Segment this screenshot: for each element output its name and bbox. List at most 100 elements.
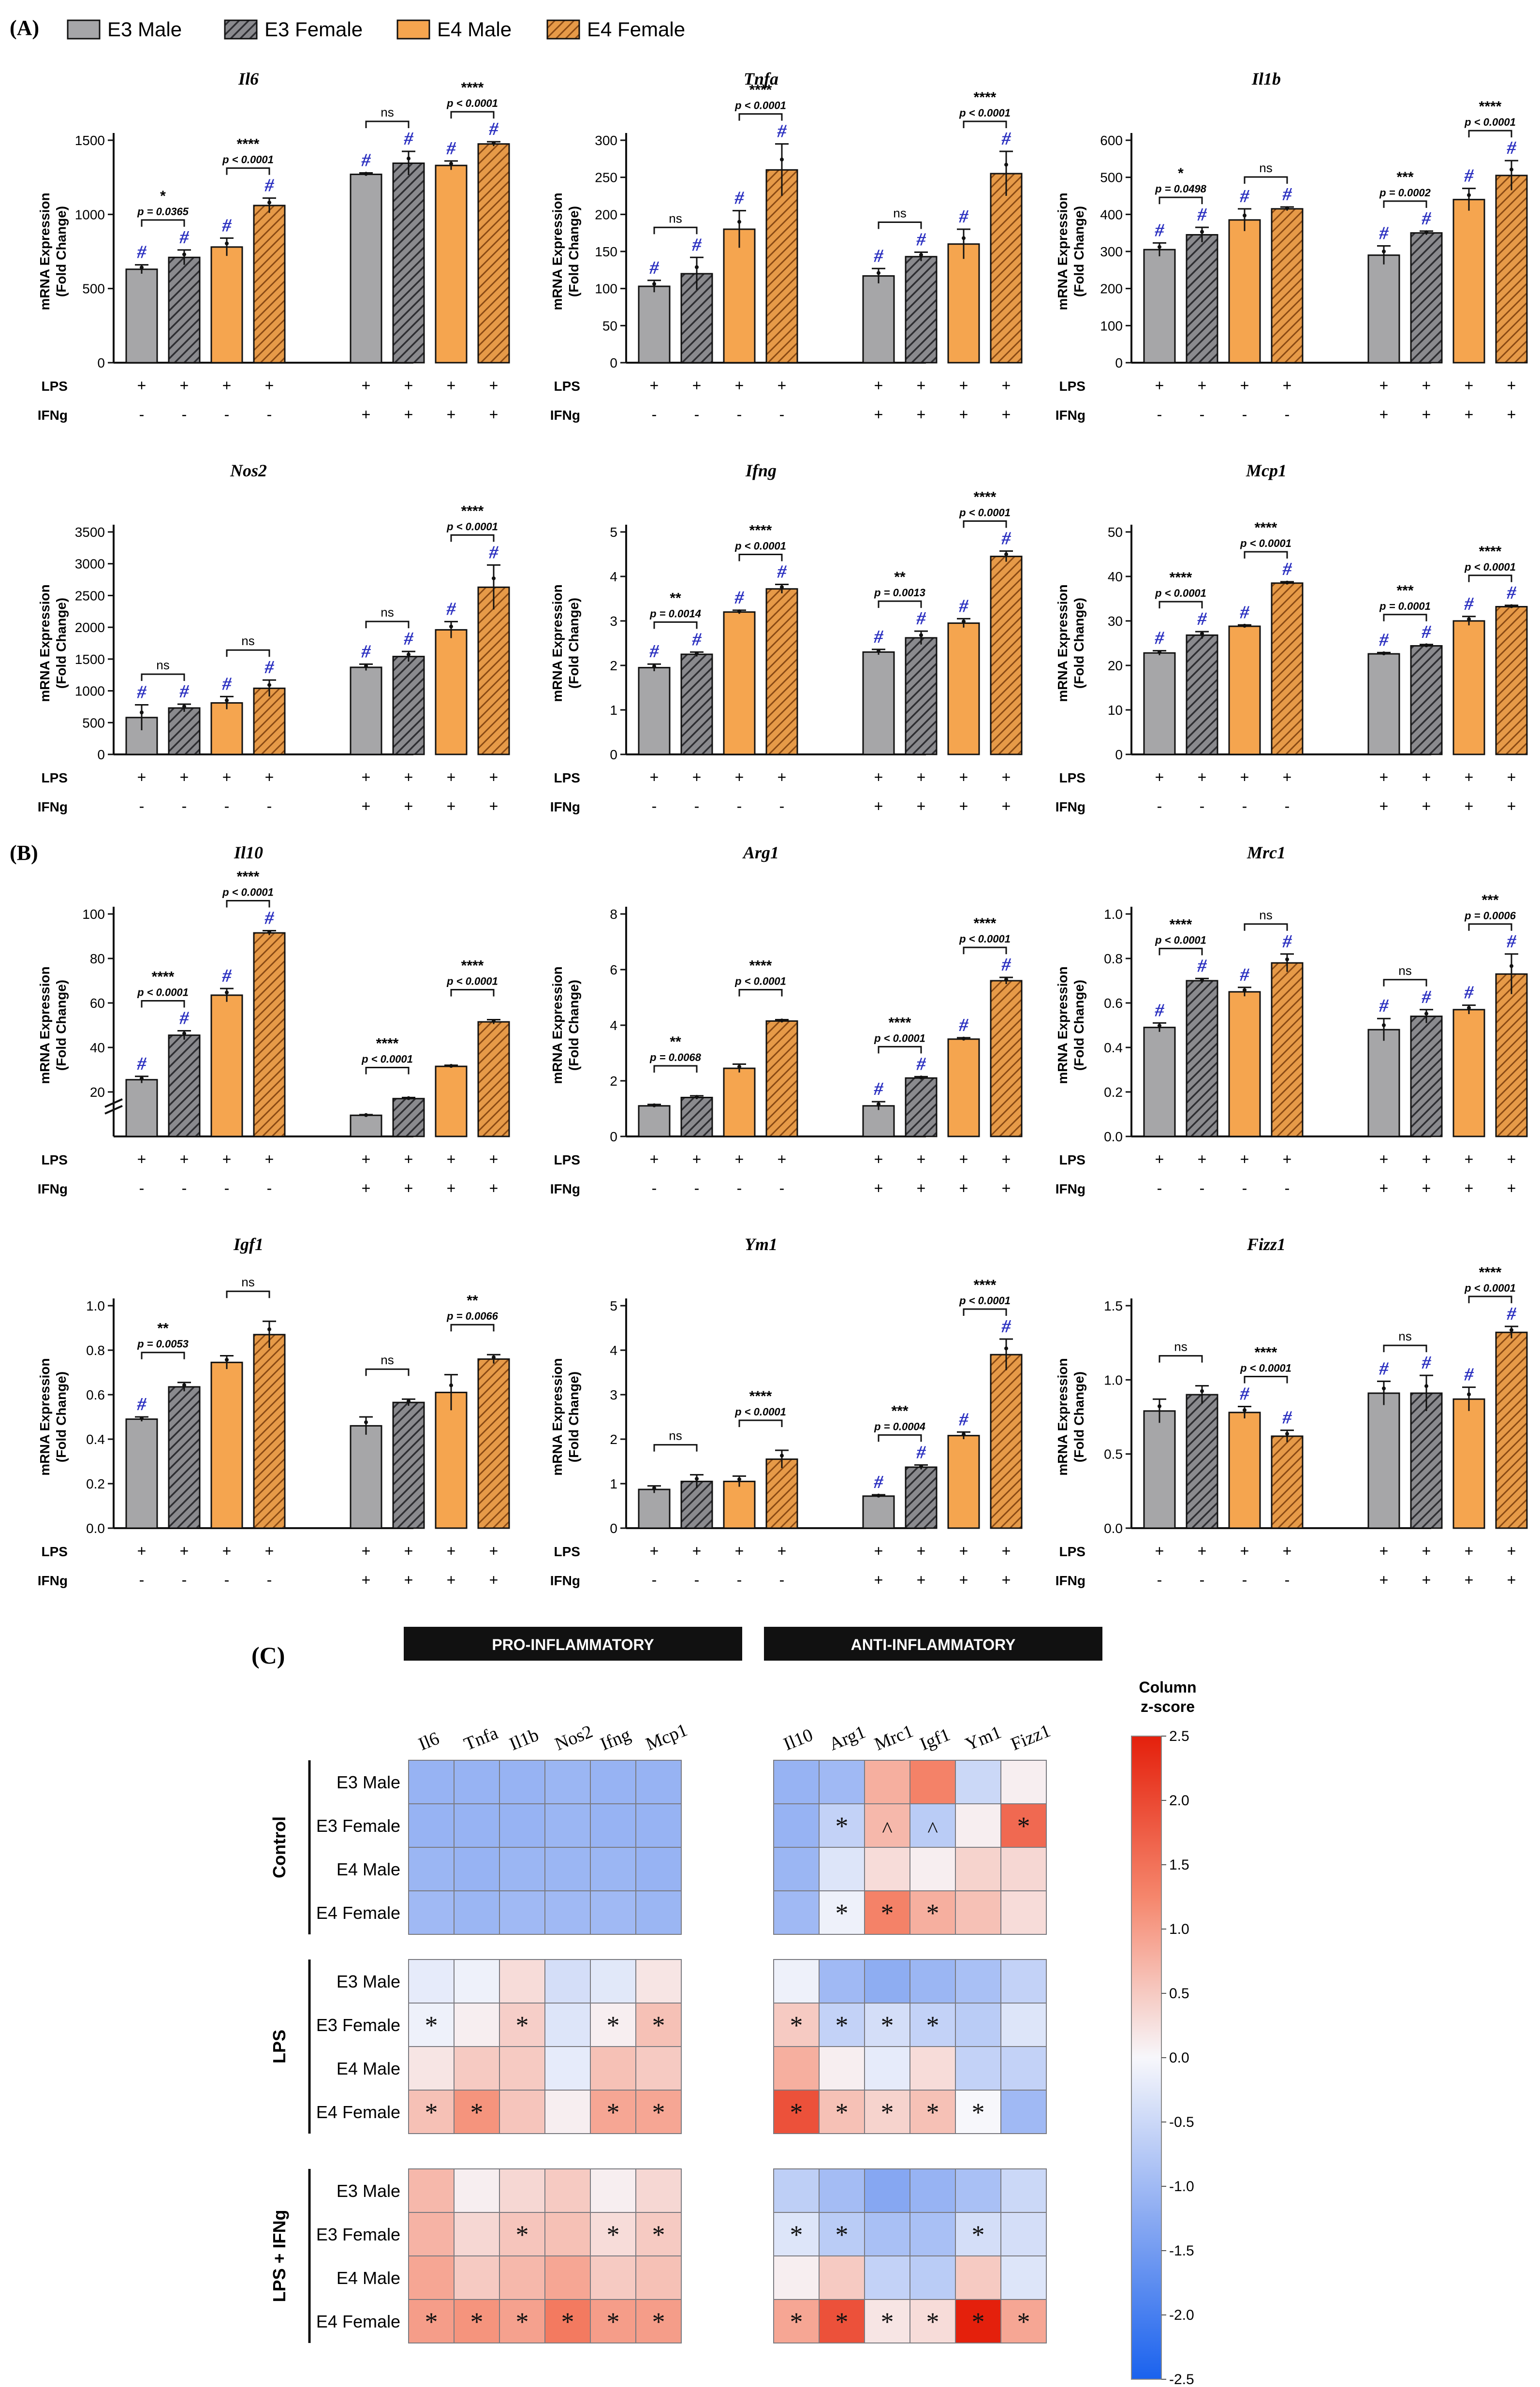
asterisk-mark: * xyxy=(607,2098,620,2127)
lps-sign: + xyxy=(489,377,499,394)
heatmap-cell xyxy=(590,1959,636,2004)
asterisk-mark: * xyxy=(1017,1812,1030,1841)
data-point xyxy=(1285,580,1289,585)
y-tick-label: 400 xyxy=(1100,207,1123,222)
y-axis-label: mRNA Expression (Fold Change) xyxy=(1055,192,1086,310)
y-tick-label: 1500 xyxy=(75,652,105,667)
y-tick-label: 6 xyxy=(610,962,617,977)
hash-mark: # xyxy=(137,1054,147,1074)
hash-mark: # xyxy=(777,562,787,582)
bar-e4-male xyxy=(1228,625,1261,755)
p-value-label: p = 0.0365 xyxy=(137,206,189,218)
hash-mark: # xyxy=(1240,602,1250,622)
legend-swatch-e3-female xyxy=(224,19,258,40)
heatmap-cell xyxy=(499,2090,545,2134)
p-value-label: p < 0.0001 xyxy=(1240,537,1291,549)
lps-sign: + xyxy=(1422,1542,1431,1560)
y-tick-label: 0.0 xyxy=(86,1521,105,1536)
significance-bracket xyxy=(1244,1376,1288,1384)
lps-sign: + xyxy=(180,768,189,786)
lps-sign: + xyxy=(1507,1150,1516,1168)
data-point xyxy=(140,1076,144,1080)
heatmap-cell xyxy=(635,2090,682,2134)
bar-e3-female xyxy=(1410,1392,1443,1529)
heatmap-cell xyxy=(454,2003,500,2047)
bar-e4-female xyxy=(253,932,286,1137)
ifng-sign: + xyxy=(404,1571,413,1589)
bar-e3-female xyxy=(392,656,425,755)
heatmap-column-label: Mcp1 xyxy=(643,1720,690,1754)
data-point xyxy=(182,1031,186,1036)
y-tick-label: 3 xyxy=(610,614,617,629)
asterisk-mark: * xyxy=(607,2011,620,2040)
heatmap-cell xyxy=(635,2046,682,2091)
y-tick-label: 0.2 xyxy=(86,1476,105,1491)
ifng-sign: - xyxy=(267,1571,272,1589)
lps-sign: + xyxy=(222,1150,232,1168)
data-point xyxy=(962,619,966,623)
heatmap-row-label: E3 Male xyxy=(337,1972,400,1991)
data-point xyxy=(1285,206,1289,210)
significance-bracket xyxy=(226,1290,270,1298)
y-axis-label-line2: (Fold Change) xyxy=(566,598,581,689)
heatmap-cell xyxy=(544,2255,591,2300)
chart-title: Arg1 xyxy=(742,843,779,862)
hash-mark: # xyxy=(1464,166,1474,186)
lps-sign: + xyxy=(1240,377,1249,394)
heatmap-cell xyxy=(499,2046,545,2091)
ifng-sign: + xyxy=(489,1179,499,1197)
heatmap-group-label: LPS + IFNg xyxy=(269,2210,289,2302)
asterisk-mark: * xyxy=(926,2098,939,2127)
heatmap-cell xyxy=(909,1890,956,1935)
ifng-sign: - xyxy=(182,406,187,423)
bar-e3-male xyxy=(125,1418,158,1529)
asterisk-mark: * xyxy=(607,2220,620,2249)
heatmap-cell xyxy=(864,1847,910,1891)
hash-mark: # xyxy=(264,657,275,678)
significance-stars: ns xyxy=(241,1275,254,1289)
significance-stars: *** xyxy=(891,1403,908,1419)
heatmap-cell xyxy=(773,2255,820,2300)
significance-bracket xyxy=(365,1067,410,1075)
heatmap-cell xyxy=(955,2046,1001,2091)
bar-e3-male xyxy=(1367,1392,1400,1529)
ifng-sign: + xyxy=(1002,1179,1011,1197)
significance-bracket xyxy=(1468,923,1512,931)
lps-sign: + xyxy=(735,1542,744,1560)
hash-mark: # xyxy=(692,629,702,649)
y-tick-label: 1000 xyxy=(75,207,105,222)
ifng-sign: + xyxy=(362,797,371,815)
y-tick-label: 0.6 xyxy=(1104,996,1123,1011)
data-point xyxy=(737,1477,741,1481)
lps-sign: + xyxy=(1422,1150,1431,1168)
bar-e3-female xyxy=(905,1466,938,1529)
heatmap-cell xyxy=(864,2168,910,2213)
data-point xyxy=(695,265,699,269)
lps-sign: + xyxy=(222,768,232,786)
bar-e3-female xyxy=(680,1097,713,1137)
ifng-sign: - xyxy=(1157,797,1162,815)
data-point xyxy=(1004,162,1008,167)
y-axis-label: mRNA Expression (Fold Change) xyxy=(550,584,581,702)
data-point xyxy=(877,1493,880,1498)
colorbar-tick-label: -0.5 xyxy=(1169,2114,1194,2130)
y-axis-label: mRNA Expression (Fold Change) xyxy=(550,966,581,1084)
bar-e3-female xyxy=(168,1386,201,1529)
lps-sign: + xyxy=(1240,1150,1249,1168)
hash-mark: # xyxy=(1282,184,1292,205)
asterisk-mark: * xyxy=(652,2098,665,2127)
significance-stars: **** xyxy=(1479,99,1502,115)
heatmap-cell xyxy=(955,1959,1001,2004)
heatmap-group-label: LPS xyxy=(269,2030,289,2063)
significance-stars: **** xyxy=(461,80,484,96)
heatmap-cell xyxy=(544,2212,591,2256)
significance-bracket xyxy=(1468,1296,1512,1303)
data-point xyxy=(1510,964,1513,968)
significance-bracket xyxy=(738,1419,783,1427)
lps-sign: + xyxy=(959,768,968,786)
significance-bracket xyxy=(365,120,410,128)
colorbar-tick-label: -2.0 xyxy=(1169,2307,1194,2323)
lps-sign: + xyxy=(489,768,499,786)
heatmap-row-label: E4 Male xyxy=(337,2268,400,2288)
data-point xyxy=(267,683,271,687)
